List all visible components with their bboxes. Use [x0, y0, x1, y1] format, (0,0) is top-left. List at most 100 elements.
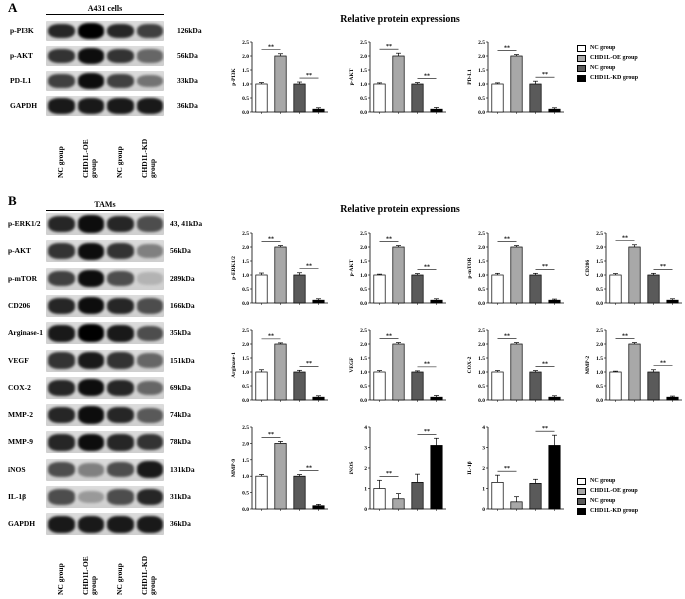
- y-axis-label: p-mTOR: [467, 256, 473, 278]
- significance-label: **: [504, 236, 510, 242]
- significance-label: **: [424, 362, 430, 368]
- band: [136, 515, 163, 533]
- y-tick-label: 2.5: [596, 231, 603, 237]
- y-tick-label: 0.5: [360, 96, 367, 102]
- y-tick-label: 1.5: [596, 259, 603, 265]
- y-tick-label: 0.5: [478, 384, 485, 390]
- panel_b-row-label-mmp-9: MMP-9: [8, 437, 33, 447]
- y-tick-label: 2.5: [478, 231, 485, 237]
- panel_b-blot-mmp-2: [46, 404, 164, 427]
- bar: [293, 83, 306, 113]
- panel-a-blot-frame: [46, 14, 164, 15]
- y-tick-label: 0.0: [360, 110, 367, 116]
- bar: [312, 108, 325, 113]
- legend-item: NC group: [577, 63, 677, 73]
- bar: [666, 396, 679, 401]
- y-tick-label: 1.5: [360, 259, 367, 265]
- panel_b-blot-p-mtor: [46, 267, 164, 290]
- y-tick-label: 0.5: [242, 287, 249, 293]
- y-tick-label: 1.0: [478, 273, 485, 279]
- y-tick-label: 1.5: [242, 259, 249, 265]
- panel_a-blot-gapdh: [46, 96, 164, 116]
- panel_b-blot-mmp-9: [46, 431, 164, 454]
- panel_b-kda-vegf: 151kDa: [170, 355, 195, 365]
- bar: [392, 246, 405, 304]
- panel_b-row-label-gapdh: GAPDH: [8, 519, 36, 529]
- bar: [628, 343, 641, 401]
- band: [77, 515, 104, 533]
- panel_b-blot-p-akt: [46, 240, 164, 263]
- y-tick-label: 2: [364, 466, 367, 472]
- band: [107, 489, 134, 505]
- panel_b-blot-vegf: [46, 349, 164, 372]
- band: [107, 352, 134, 369]
- y-tick-label: 2.5: [242, 328, 249, 334]
- y-tick-label: 0.5: [242, 96, 249, 102]
- significance-label: **: [386, 236, 392, 242]
- band: [136, 325, 163, 341]
- band: [107, 515, 134, 533]
- significance-label: **: [542, 426, 548, 432]
- y-tick-label: 2.5: [478, 40, 485, 46]
- legend-panel-a: NC group CHD1L-OE group NC group CHD1L-KD g…: [577, 43, 677, 83]
- y-tick-label: 2.5: [242, 40, 249, 46]
- band: [77, 73, 104, 89]
- bar: [274, 246, 287, 304]
- legend-swatch: [577, 497, 586, 505]
- bar: [293, 475, 306, 510]
- panel_a-kda-p-akt: 56kDa: [177, 51, 198, 60]
- band: [48, 489, 75, 505]
- band: [77, 215, 104, 233]
- bar: [373, 83, 386, 113]
- panel_b-blot-il-1: [46, 486, 164, 508]
- panel_a-row-label-p-akt: p-AKT: [10, 51, 33, 60]
- band: [136, 298, 163, 314]
- y-tick-label: 2.5: [360, 231, 367, 237]
- significance-label: **: [386, 471, 392, 477]
- band: [77, 324, 104, 342]
- y-axis-label: p-ERK1/2: [231, 256, 237, 280]
- y-tick-label: 1.0: [596, 370, 603, 376]
- bar: [430, 108, 443, 113]
- legend-swatch: [577, 44, 586, 52]
- panel_a-blot-p-pi3k: [46, 21, 164, 41]
- y-tick-label: 1.5: [360, 356, 367, 362]
- significance-label: **: [424, 429, 430, 435]
- panel_b-row-label-arginase-1: Arginase-1: [8, 328, 43, 338]
- panel_b-row-label-p-mtor: p-mTOR: [8, 273, 38, 283]
- y-tick-label: 1.5: [242, 68, 249, 74]
- panel_b-kda-arginase-1: 35kDa: [170, 328, 191, 338]
- bar: [411, 274, 424, 304]
- bar: [628, 246, 641, 304]
- significance-label: **: [622, 333, 628, 339]
- y-tick-label: 0.0: [242, 110, 249, 116]
- significance-label: **: [268, 45, 274, 51]
- y-tick-label: 1.0: [360, 370, 367, 376]
- band: [136, 98, 163, 114]
- bar: [255, 371, 268, 401]
- legend-item: CHD1L-OE group: [577, 486, 677, 496]
- band: [136, 353, 163, 368]
- legend-item: NC group: [577, 496, 677, 506]
- bar: [510, 55, 523, 113]
- y-axis-label: VEGF: [349, 357, 355, 373]
- bar: [548, 445, 561, 510]
- y-tick-label: 2.5: [596, 328, 603, 334]
- y-tick-label: 2.5: [242, 425, 249, 431]
- y-tick-label: 2.0: [360, 245, 367, 251]
- y-tick-label: 1: [364, 487, 367, 493]
- panel_b-blot-inos: [46, 458, 164, 481]
- y-axis-label: MMP-2: [585, 356, 591, 375]
- legend-label: CHD1L-OE group: [590, 55, 638, 61]
- panel_b-kda-mmp-2: 74kDa: [170, 410, 191, 420]
- bar: [609, 371, 622, 401]
- band: [136, 244, 163, 259]
- panel_a-row-label-gapdh: GAPDH: [10, 101, 38, 110]
- significance-label: **: [306, 465, 312, 471]
- band: [107, 297, 134, 315]
- y-axis-label: iNOS: [349, 462, 355, 475]
- band: [107, 243, 134, 260]
- legend-item: CHD1L-OE group: [577, 53, 677, 63]
- band: [136, 434, 163, 451]
